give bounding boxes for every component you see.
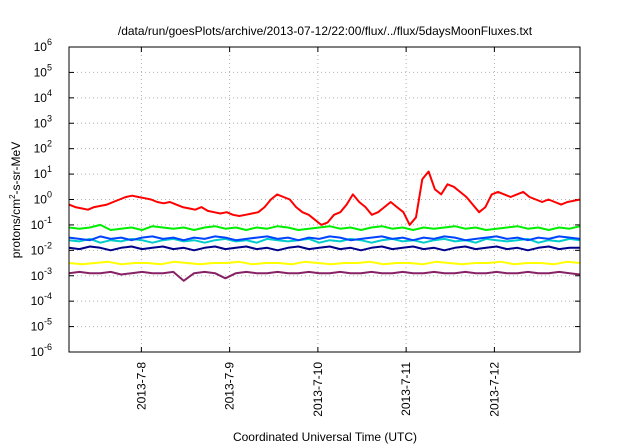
y-tick-label: 101	[34, 164, 52, 181]
y-tick-base: 10	[34, 167, 48, 181]
series-line	[68, 235, 581, 242]
y-tick-exponent: 5	[47, 62, 52, 72]
x-tick-label: 2013-7-8	[134, 362, 148, 410]
y-tick-label: 10-3	[31, 266, 52, 283]
y-tick-base: 10	[34, 40, 48, 54]
plot-border	[68, 46, 581, 353]
y-tick-base: 10	[31, 243, 45, 257]
y-tick-base: 10	[34, 193, 48, 207]
series-lines	[68, 170, 581, 282]
series-line	[68, 237, 581, 244]
y-tick-exponent: 6	[47, 37, 52, 47]
y-tick-label: 102	[34, 139, 52, 156]
grid-lines	[69, 46, 580, 353]
y-tick-label: 105	[34, 62, 52, 79]
y-tick-label: 10-5	[31, 317, 52, 334]
y-tick-label: 103	[34, 113, 52, 130]
y-tick-label: 10-1	[31, 215, 52, 232]
y-tick-exponent: 1	[47, 164, 52, 174]
x-tick-label: 2013-7-12	[487, 362, 501, 417]
x-axis-label: Coordinated Universal Time (UTC)	[233, 430, 417, 444]
chart-title: /data/run/goesPlots/archive/2013-07-12/2…	[118, 24, 533, 38]
x-tick-labels: 2013-7-8 2013-7-9 2013-7-10 2013-7-11 2013-7…	[134, 362, 501, 417]
y-tick-exponent: -6	[44, 342, 52, 352]
y-tick-base: 10	[31, 294, 45, 308]
y-tick-label: 10-4	[31, 291, 52, 308]
y-tick-exponent: -3	[44, 266, 52, 276]
y-tick-exponent: -4	[44, 291, 52, 301]
y-tick-base: 10	[31, 345, 45, 359]
y-tick-label: 100	[34, 190, 52, 207]
y-tick-base: 10	[34, 91, 48, 105]
x-tick-label: 2013-7-11	[399, 362, 413, 416]
y-tick-exponent: -1	[44, 215, 52, 225]
series-line	[68, 170, 581, 226]
series-line	[68, 245, 580, 252]
y-tick-exponent: -2	[44, 240, 52, 250]
y-tick-exponent: -5	[44, 317, 52, 327]
series-line	[68, 260, 581, 266]
y-axis-label-suffix: -s-sr-MeV	[9, 142, 23, 195]
x-tick-label: 2013-7-9	[223, 362, 237, 410]
y-tick-label: 104	[34, 88, 52, 105]
y-tick-labels: 10-610-510-410-310-210-11001011021031041…	[31, 37, 52, 359]
y-axis-label-prefix: protons/cm	[9, 199, 23, 258]
y-tick-exponent: 0	[47, 190, 52, 200]
y-axis-label: protons/cm2-s-sr-MeV	[8, 142, 23, 258]
y-tick-base: 10	[31, 320, 45, 334]
y-tick-base: 10	[34, 142, 48, 156]
y-tick-exponent: 2	[47, 139, 52, 149]
y-tick-label: 10-6	[31, 342, 52, 359]
y-tick-base: 10	[31, 269, 45, 283]
series-line	[68, 270, 581, 282]
y-tick-base: 10	[31, 218, 45, 232]
y-tick-label: 106	[34, 37, 52, 54]
y-tick-label: 10-2	[31, 240, 52, 257]
x-tick-label: 2013-7-10	[311, 362, 325, 417]
y-tick-base: 10	[34, 116, 48, 130]
y-axis-label-sup: 2	[8, 194, 17, 199]
y-tick-exponent: 3	[47, 113, 52, 123]
series-line	[68, 223, 581, 231]
y-tick-exponent: 4	[47, 88, 52, 98]
y-tick-base: 10	[34, 65, 48, 79]
